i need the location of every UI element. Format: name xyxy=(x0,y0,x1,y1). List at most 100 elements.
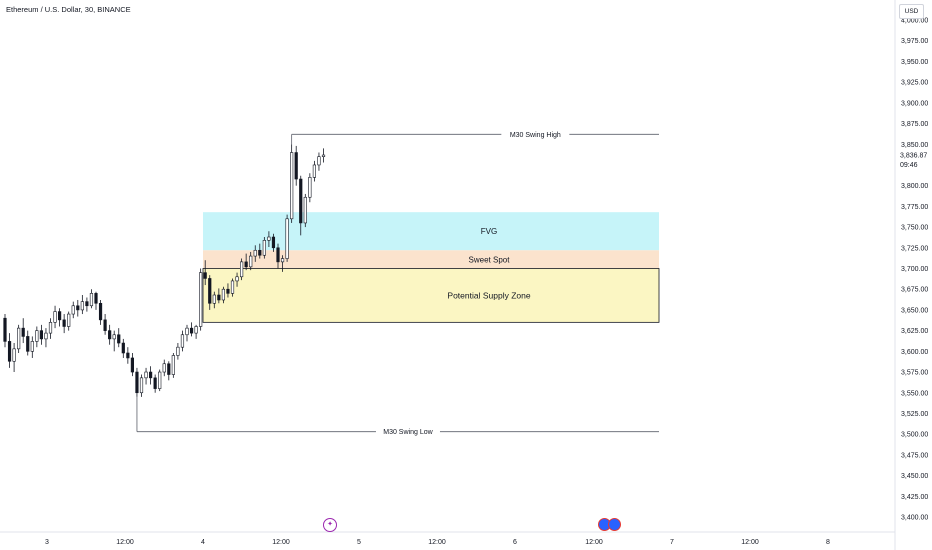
candle-body xyxy=(317,156,321,166)
candle-body xyxy=(126,352,130,359)
supply-zone xyxy=(202,268,660,323)
time-tick-label: 3 xyxy=(45,539,49,546)
current-price-label: 3,836.87 xyxy=(900,153,927,160)
supply-zone-label: Potential Supply Zone xyxy=(447,290,530,300)
candle-body xyxy=(135,371,139,394)
price-tick-label: 3,525.00 xyxy=(901,411,928,418)
time-tick-label: 7 xyxy=(670,539,674,546)
candle-body xyxy=(80,301,84,311)
candle-body xyxy=(294,152,298,180)
price-tick-label: 4,000.00 xyxy=(901,18,928,25)
candle-body xyxy=(208,278,212,304)
time-tick-label: 4 xyxy=(201,539,205,546)
time-tick-label: 12:00 xyxy=(116,539,134,546)
candle-body xyxy=(276,247,280,263)
candle-body xyxy=(308,177,312,198)
countdown-label: 09:46 xyxy=(900,162,918,169)
price-tick-label: 3,925.00 xyxy=(901,80,928,87)
sweet-spot-zone xyxy=(203,250,659,269)
candle-body xyxy=(76,305,80,311)
candle-body xyxy=(26,336,30,352)
candle-body xyxy=(167,363,171,375)
candle-body xyxy=(21,327,25,337)
candle-body xyxy=(271,236,276,249)
candle-body xyxy=(176,346,180,356)
candle-body xyxy=(299,178,303,224)
price-tick-label: 3,550.00 xyxy=(901,390,928,397)
price-tick-label: 3,850.00 xyxy=(901,142,928,149)
candle-body xyxy=(144,371,148,379)
candle-body xyxy=(303,196,307,224)
candle-body xyxy=(103,319,107,331)
sweet-spot-zone-label: Sweet Spot xyxy=(469,255,511,264)
time-tick-label: 6 xyxy=(513,539,517,546)
time-tick-label: 12:00 xyxy=(272,539,290,546)
time-tick-label: 8 xyxy=(826,539,830,546)
candle-body xyxy=(62,319,66,327)
swing-low-label-bg xyxy=(375,426,440,437)
candle-body xyxy=(262,240,266,256)
candle-body xyxy=(71,305,75,315)
candle-body xyxy=(149,371,153,379)
time-tick-label: 12:00 xyxy=(585,539,603,546)
currency-button[interactable]: USD xyxy=(899,4,924,19)
candle-body xyxy=(53,311,57,323)
candle-body xyxy=(235,276,239,282)
candle-body xyxy=(48,322,53,334)
candle-body xyxy=(212,294,216,304)
candle-body xyxy=(89,293,94,307)
candle-body xyxy=(267,236,271,241)
price-tick-label: 3,625.00 xyxy=(901,328,928,335)
candle-body xyxy=(249,255,253,268)
swing-high-label: M30 Swing High xyxy=(510,132,561,139)
fvg-zone-label: FVG xyxy=(481,227,497,236)
current-price-badge xyxy=(896,149,931,172)
time-tick-label: 5 xyxy=(357,539,361,546)
price-tick-label: 3,575.00 xyxy=(901,370,928,377)
price-tick-label: 3,975.00 xyxy=(901,38,928,45)
time-tick-label: 12:00 xyxy=(428,539,446,546)
price-tick-label: 3,700.00 xyxy=(901,266,928,273)
candle-body xyxy=(139,377,144,394)
price-tick-label: 3,950.00 xyxy=(901,59,928,66)
candle-body xyxy=(30,341,34,352)
price-tick-label: 3,750.00 xyxy=(901,225,928,232)
candle-body xyxy=(280,258,285,263)
price-tick-label: 3,600.00 xyxy=(901,349,928,356)
price-tick-label: 3,500.00 xyxy=(901,432,928,439)
candle-body xyxy=(39,330,43,340)
candle-body xyxy=(285,218,289,259)
candle-body xyxy=(121,342,125,354)
candle-body xyxy=(108,330,112,340)
candle-body xyxy=(85,301,89,307)
swing-high-label-bg xyxy=(501,129,570,140)
candle-body xyxy=(112,334,116,340)
candle-body xyxy=(221,288,226,301)
candle-body xyxy=(199,272,203,327)
candle-body xyxy=(12,348,16,362)
symbol-title[interactable]: Ethereum / U.S. Dollar, 30, BINANCE xyxy=(6,5,131,14)
candle-body xyxy=(244,261,248,268)
time-tick-label: 12:00 xyxy=(741,539,759,546)
swing-low-label: M30 Swing Low xyxy=(383,429,433,436)
candle-body xyxy=(180,334,185,348)
candle-body xyxy=(189,327,194,334)
candle-body xyxy=(253,249,257,257)
candle-body xyxy=(7,341,12,362)
price-tick-label: 3,875.00 xyxy=(901,121,928,128)
candle-body xyxy=(94,293,98,304)
candle-body xyxy=(35,330,39,342)
candle-body xyxy=(162,363,166,373)
candle-body xyxy=(158,371,162,389)
event-icon[interactable]: ✦ xyxy=(323,518,337,532)
candle-body xyxy=(171,355,175,375)
price-tick-label: 3,725.00 xyxy=(901,245,928,252)
price-tick-label: 3,900.00 xyxy=(901,100,928,107)
candle-body xyxy=(321,154,326,157)
candle-body xyxy=(185,327,189,336)
price-tick-label: 3,425.00 xyxy=(901,494,928,501)
candle-body xyxy=(130,357,135,373)
us-economic-event-icon-2[interactable] xyxy=(608,518,621,531)
